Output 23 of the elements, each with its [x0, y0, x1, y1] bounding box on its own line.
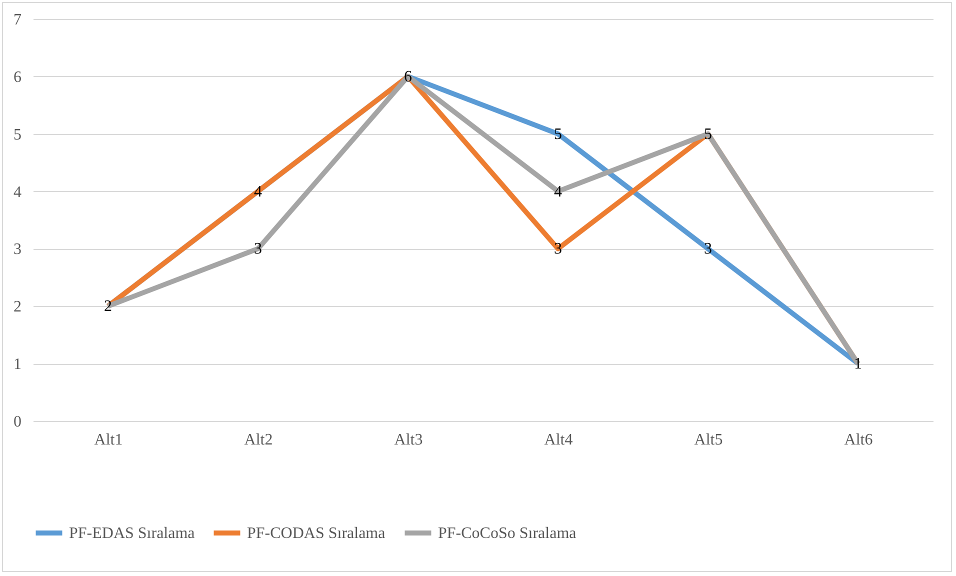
data-label: 3: [254, 240, 262, 258]
y-tick-label: 4: [14, 184, 22, 201]
x-tick-label: Alt2: [244, 432, 273, 448]
x-tick-label: Alt1: [94, 432, 123, 448]
legend-label: PF-CODAS Sıralama: [247, 525, 386, 542]
y-tick-label: 6: [14, 68, 22, 86]
data-label: 6: [404, 68, 412, 86]
y-tick-label: 1: [14, 356, 22, 374]
y-tick-label: 7: [14, 12, 22, 28]
y-tick-label: 2: [14, 298, 22, 316]
x-tick-label: Alt5: [694, 432, 723, 448]
x-tick-label: Alt4: [544, 432, 573, 448]
data-label: 5: [704, 126, 712, 143]
x-tick-label: Alt6: [844, 432, 873, 448]
data-label: 2: [104, 298, 112, 316]
y-tick-label: 0: [14, 414, 22, 430]
legend-label: PF-EDAS Sıralama: [69, 525, 195, 542]
y-tick-label: 5: [14, 126, 22, 144]
data-label: 4: [554, 183, 562, 200]
legend-label: PF-CoCoSo Sıralama: [438, 525, 576, 542]
y-tick-label: 3: [14, 241, 22, 258]
x-tick-label: Alt3: [394, 432, 423, 448]
data-label: 1: [854, 356, 862, 373]
